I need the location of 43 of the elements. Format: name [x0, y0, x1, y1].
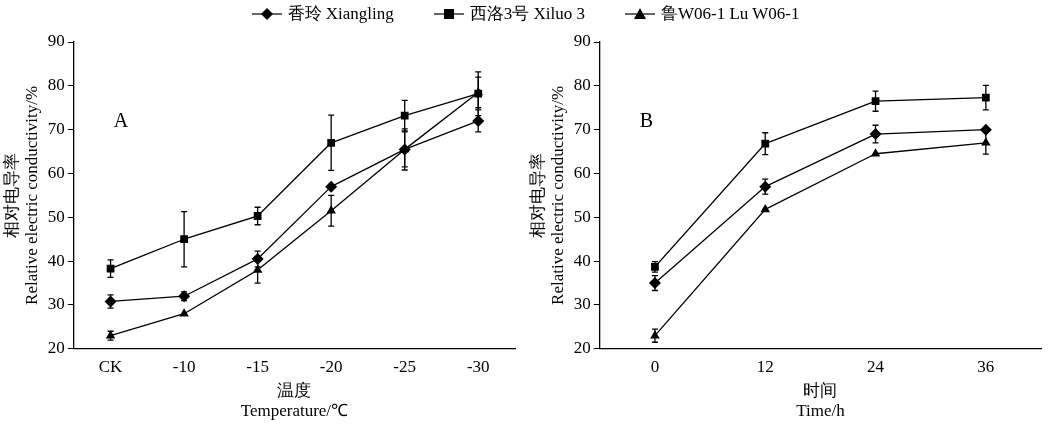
point [325, 180, 338, 193]
x-axis-title: 时间 Time/h [796, 380, 846, 421]
x-tick-label: -25 [393, 357, 417, 377]
legend-label: 鲁W06-1 Lu W06-1 [660, 3, 800, 25]
y-tick-label: 20 [47, 338, 65, 358]
legend-label: 西洛3号 Xiluo 3 [469, 3, 585, 25]
x-tick-label: CK [98, 357, 124, 377]
y-tick-label: 70 [47, 119, 65, 139]
y-tick-label: 80 [573, 75, 591, 95]
x-tick-label: 0 [650, 357, 660, 377]
y-tick-label: 80 [47, 75, 65, 95]
x-tick-label: 12 [756, 357, 774, 377]
point [761, 139, 770, 148]
y-tick-label: 60 [573, 162, 591, 182]
point [253, 212, 262, 220]
x-tick-label: 36 [977, 357, 995, 377]
point [870, 148, 881, 157]
y-axis-title: 相对电导率 Relative electric conductivity/% [1, 85, 42, 305]
y-axis-title: 相对电导率 Relative electric conductivity/% [527, 85, 568, 305]
y-tick-label: 40 [573, 250, 591, 270]
y-tick-label: 90 [47, 31, 65, 51]
x-tick-label: 24 [867, 357, 885, 377]
y-tick-label: 70 [573, 119, 591, 139]
annotation: A [113, 109, 129, 132]
y-tick-label: 60 [47, 162, 65, 182]
x-tick-label: -10 [172, 357, 196, 377]
y-tick-label: 30 [573, 294, 591, 314]
y-tick-label: 20 [573, 338, 591, 358]
y-tick-label: 50 [573, 206, 591, 226]
y-tick-label: 90 [573, 31, 591, 51]
y-tick-label: 40 [47, 250, 65, 270]
x-tick-label: -20 [319, 357, 343, 377]
point [327, 138, 336, 147]
point [760, 203, 771, 213]
x-tick-label: -15 [246, 357, 269, 377]
point [400, 111, 409, 120]
annotation: B [639, 109, 654, 132]
y-tick-label: 50 [47, 206, 65, 226]
y-tick-label: 30 [47, 294, 65, 314]
legend-label: 香玲 Xiangling [287, 3, 394, 25]
point [179, 308, 189, 317]
x-tick-label: -30 [466, 357, 490, 377]
x-axis-title: 温度 Temperature/℃ [240, 380, 349, 421]
